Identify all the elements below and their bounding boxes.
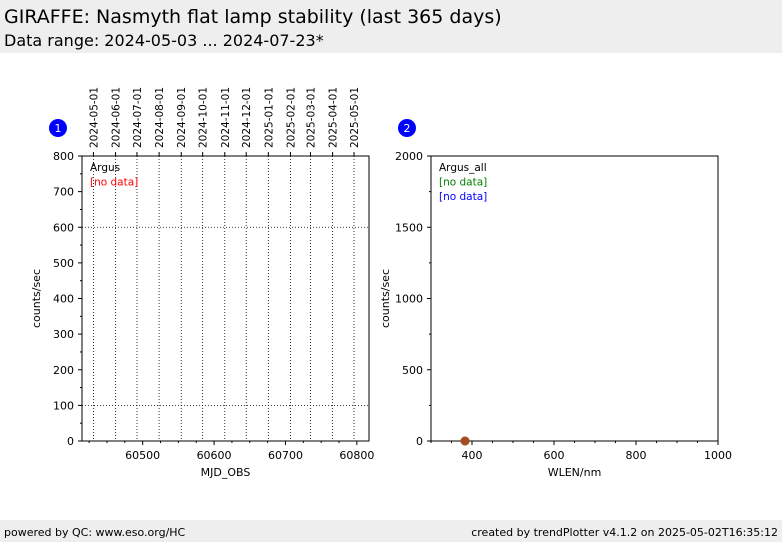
chart2-y-tick-label: 0 xyxy=(416,435,423,448)
chart2-y-tick-label: 1000 xyxy=(395,293,423,306)
chart2-x-tick-label: 1000 xyxy=(704,449,732,462)
chart1-top-tick-label: 2024-09-01 xyxy=(176,87,188,148)
chart1-y-axis-label: counts/sec xyxy=(30,269,43,328)
chart2-y-tick-label: 2000 xyxy=(395,150,423,163)
chart1-top-tick-label: 2024-05-01 xyxy=(88,87,100,148)
chart1-top-tick-label: 2025-03-01 xyxy=(305,87,317,148)
header-bar: GIRAFFE: Nasmyth flat lamp stability (la… xyxy=(0,0,782,53)
chart1-y-tick-label: 100 xyxy=(53,399,74,412)
chart1-y-tick-label: 800 xyxy=(53,150,74,163)
chart2-x-tick-label: 400 xyxy=(462,449,483,462)
chart1-y-tick-label: 600 xyxy=(53,221,74,234)
chart1-top-tick-label: 2024-06-01 xyxy=(111,87,123,148)
chart2-x-tick-label: 600 xyxy=(544,449,565,462)
chart1-y-tick-label: 200 xyxy=(53,364,74,377)
chart2-badge-circle xyxy=(398,119,416,137)
chart1-top-tick-label: 2025-02-01 xyxy=(285,87,297,148)
chart1-y-tick-label: 700 xyxy=(53,186,74,199)
chart1-y-tick-label: 300 xyxy=(53,328,74,341)
footer-bar: powered by QC: www.eso.org/HC created by… xyxy=(0,520,782,542)
chart1-legend-entry: Argus xyxy=(90,162,120,174)
chart1-badge-circle xyxy=(49,119,67,137)
chart2-legend-entry: [no data] xyxy=(439,177,487,189)
chart1-top-tick-label: 2024-11-01 xyxy=(220,87,232,148)
chart2-y-axis-label: counts/sec xyxy=(379,269,392,328)
chart2-data-point xyxy=(460,436,470,446)
chart2-x-axis-label: WLEN/nm xyxy=(548,466,602,479)
chart2-badge-label: 2 xyxy=(404,122,411,135)
chart2-y-tick-label: 500 xyxy=(402,364,423,377)
chart1-top-tick-label: 2024-07-01 xyxy=(132,87,144,148)
chart2-y-tick-label: 1500 xyxy=(395,221,423,234)
chart1-top-tick-label: 2025-01-01 xyxy=(263,87,275,148)
footer-created-by: created by trendPlotter v4.1.2 on 2025-0… xyxy=(471,526,778,539)
chart1-y-tick-label: 500 xyxy=(53,257,74,270)
chart1-top-tick-label: 2024-12-01 xyxy=(241,87,253,148)
footer-powered-by: powered by QC: www.eso.org/HC xyxy=(4,526,186,539)
chart1-x-tick-label: 60800 xyxy=(339,449,374,462)
chart1-y-tick-label: 400 xyxy=(53,293,74,306)
chart1-x-tick-label: 60500 xyxy=(125,449,160,462)
chart2-legend-entry: Argus_all xyxy=(439,162,487,174)
chart1-top-tick-label: 2025-04-01 xyxy=(328,87,340,148)
chart2-legend-entry: [no data] xyxy=(439,191,487,203)
chart1-x-axis-label: MJD_OBS xyxy=(201,466,251,479)
page-subtitle: Data range: 2024-05-03 ... 2024-07-23* xyxy=(4,31,324,50)
chart1-x-tick-label: 60600 xyxy=(197,449,232,462)
chart1-top-tick-label: 2024-08-01 xyxy=(154,87,166,148)
chart1-top-tick-label: 2024-10-01 xyxy=(198,87,210,148)
chart1-x-tick-label: 60700 xyxy=(268,449,303,462)
chart1-top-tick-label: 2025-05-01 xyxy=(349,87,361,148)
chart1-badge-label: 1 xyxy=(55,122,62,135)
chart1-legend-entry: [no data] xyxy=(90,177,138,189)
chart2-plot-frame xyxy=(430,155,719,442)
chart1-y-tick-label: 0 xyxy=(67,435,74,448)
page-title: GIRAFFE: Nasmyth flat lamp stability (la… xyxy=(4,6,502,28)
chart2-x-tick-label: 800 xyxy=(626,449,647,462)
chart1-plot-frame xyxy=(81,155,370,442)
